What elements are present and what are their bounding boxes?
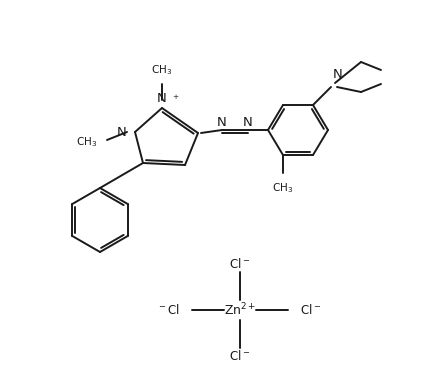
Text: N: N [157,93,167,105]
Text: Cl$^-$: Cl$^-$ [229,349,251,363]
Text: CH$_3$: CH$_3$ [76,135,97,149]
Text: Zn$^{2+}$: Zn$^{2+}$ [224,302,256,318]
Text: N: N [243,115,253,129]
Text: N: N [217,115,227,129]
Text: Cl$^-$: Cl$^-$ [300,303,321,317]
Text: N: N [117,127,127,139]
Text: N: N [333,68,343,81]
Text: CH$_3$: CH$_3$ [152,63,173,77]
Text: $^+$: $^+$ [171,94,180,104]
Text: Cl$^-$: Cl$^-$ [229,257,251,271]
Text: CH$_3$: CH$_3$ [272,181,293,195]
Text: $^-$Cl: $^-$Cl [157,303,180,317]
